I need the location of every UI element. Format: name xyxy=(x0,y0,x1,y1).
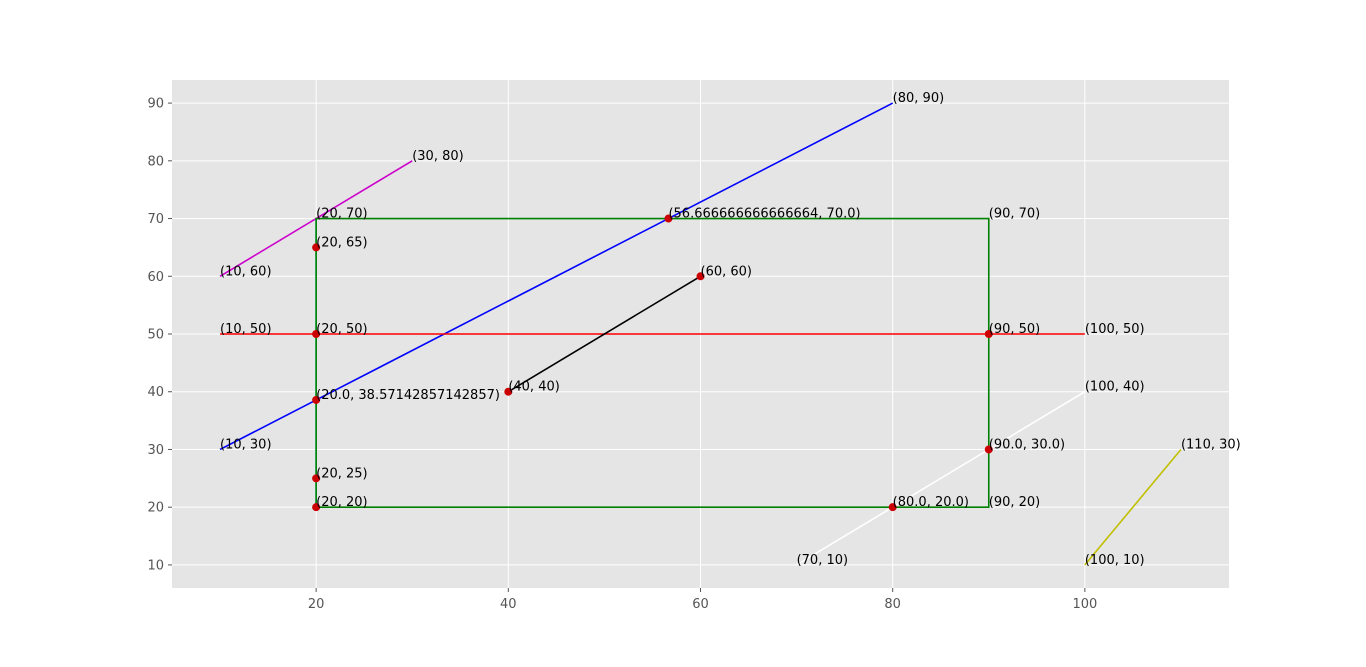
point-label: (40, 40) xyxy=(508,380,560,395)
point-label: (20.0, 38.57142857142857) xyxy=(316,388,500,403)
point-label: (90, 50) xyxy=(989,322,1041,337)
x-tick-label: 100 xyxy=(1072,597,1097,612)
point-label: (90.0, 30.0) xyxy=(989,437,1065,452)
series-line xyxy=(315,217,990,508)
y-tick-label: 50 xyxy=(147,328,164,343)
point-label: (20, 20) xyxy=(316,495,368,510)
y-tick-label: 10 xyxy=(147,558,164,573)
series-line xyxy=(1084,448,1182,566)
intersection-point xyxy=(312,503,321,512)
x-axis-ticks: 20 40 60 80 100 xyxy=(308,588,1097,612)
point-label: (20, 65) xyxy=(316,235,368,250)
point-label: (60, 60) xyxy=(701,264,753,279)
point-label: (10, 50) xyxy=(220,322,272,337)
intersection-point xyxy=(312,243,321,252)
intersection-point xyxy=(888,503,897,512)
point-label: (100, 50) xyxy=(1085,322,1145,337)
intersection-point xyxy=(696,272,705,281)
point-label: (100, 40) xyxy=(1085,380,1145,395)
y-tick-label: 30 xyxy=(147,443,164,458)
y-axis-ticks: 10 20 30 40 50 60 70 80 90 xyxy=(147,97,172,573)
x-tick-label: 20 xyxy=(308,597,325,612)
intersection-point xyxy=(664,214,673,223)
intersection-points xyxy=(312,214,993,512)
point-label: (80, 90) xyxy=(893,91,945,106)
y-tick-label: 40 xyxy=(147,385,164,400)
intersection-point xyxy=(312,330,321,338)
point-label: (20, 50) xyxy=(316,322,368,337)
intersection-point xyxy=(312,474,321,483)
y-tick-label: 80 xyxy=(147,154,164,169)
series-line xyxy=(219,102,894,451)
point-label: (56.666666666666664, 70.0) xyxy=(668,207,860,222)
series-line xyxy=(796,391,1086,566)
point-label: (30, 80) xyxy=(412,149,464,164)
x-tick-label: 80 xyxy=(884,597,901,612)
point-label: (70, 10) xyxy=(797,553,849,568)
point-label: (90, 20) xyxy=(989,495,1041,510)
x-tick-label: 60 xyxy=(692,597,709,612)
point-label: (20, 70) xyxy=(316,207,368,222)
line-segments xyxy=(219,102,1182,566)
point-label: (80.0, 20.0) xyxy=(893,495,969,510)
intersection-point xyxy=(504,387,513,396)
point-label: (90, 70) xyxy=(989,207,1041,222)
intersection-point xyxy=(984,330,993,338)
point-annotations: (80, 90) (30, 80) (20, 70) (56.666666666666… xyxy=(220,91,1241,568)
point-label: (10, 30) xyxy=(220,437,272,452)
series-line xyxy=(507,275,701,393)
point-label: (20, 25) xyxy=(316,466,368,481)
point-label: (100, 10) xyxy=(1085,553,1145,568)
y-tick-label: 20 xyxy=(147,501,164,516)
point-label: (10, 60) xyxy=(220,264,272,279)
x-tick-label: 40 xyxy=(500,597,517,612)
intersection-point xyxy=(984,445,993,454)
y-tick-label: 60 xyxy=(147,270,164,285)
point-label: (110, 30) xyxy=(1181,437,1241,452)
intersection-point xyxy=(312,395,321,404)
y-tick-label: 70 xyxy=(147,212,164,227)
y-tick-label: 90 xyxy=(147,97,164,112)
